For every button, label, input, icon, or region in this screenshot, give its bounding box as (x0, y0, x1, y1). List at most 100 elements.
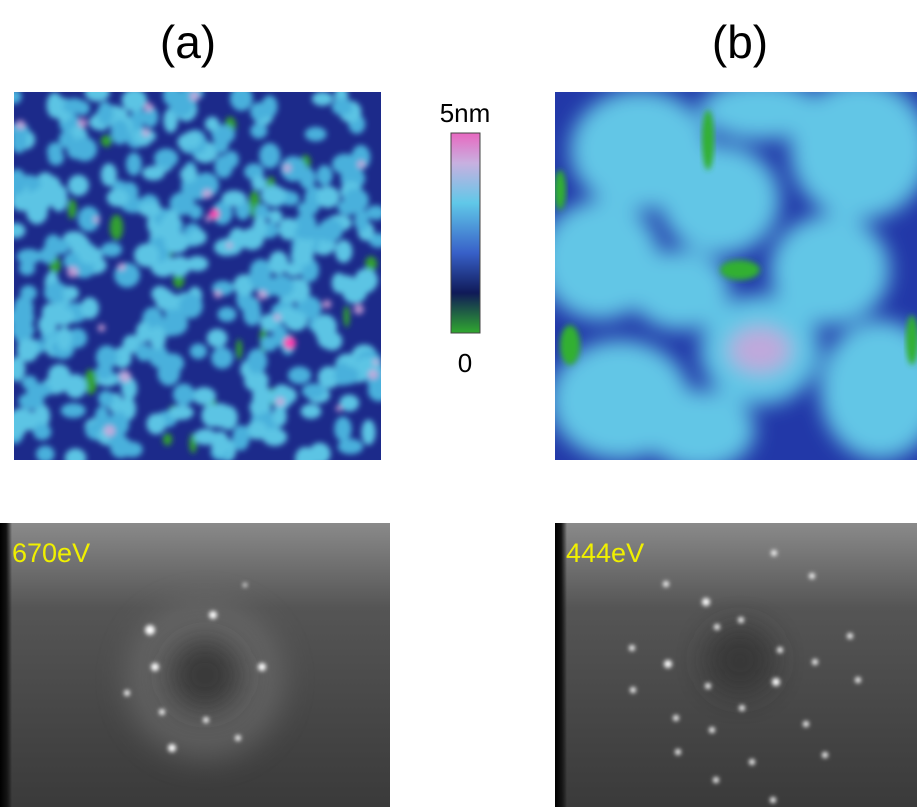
afm-image (3, 84, 393, 471)
texture (236, 339, 242, 360)
color-bar (451, 133, 480, 333)
texture (219, 406, 238, 431)
texture (63, 286, 79, 300)
texture (41, 176, 61, 195)
texture (297, 201, 319, 215)
texture (812, 659, 818, 665)
texture (262, 428, 287, 446)
texture (47, 92, 64, 118)
texture (190, 92, 200, 102)
texture (151, 663, 159, 671)
texture (323, 300, 332, 309)
afm-image (540, 80, 917, 470)
texture (663, 581, 669, 587)
texture (121, 442, 142, 458)
texture (163, 433, 172, 445)
texture (222, 190, 247, 206)
texture (157, 360, 180, 385)
texture (336, 405, 342, 411)
texture (159, 709, 165, 715)
texture (17, 338, 39, 362)
texture (78, 118, 87, 127)
texture (554, 170, 566, 210)
texture (664, 660, 672, 668)
texture (250, 123, 267, 138)
texture (702, 598, 710, 606)
texture (309, 443, 331, 465)
texture (101, 242, 122, 257)
texture (33, 424, 51, 441)
texture (230, 86, 253, 111)
texture (243, 583, 247, 587)
texture (560, 325, 580, 365)
texture (98, 390, 114, 406)
texture (322, 331, 342, 350)
texture (110, 215, 123, 241)
texture (276, 397, 285, 406)
texture (258, 663, 266, 671)
texture (144, 103, 153, 112)
texture (93, 216, 99, 222)
texture (209, 611, 217, 619)
texture (22, 375, 38, 389)
texture (253, 216, 268, 241)
texture (203, 189, 212, 198)
texture (357, 160, 365, 168)
texture (373, 359, 379, 365)
texture (279, 218, 299, 240)
texture (180, 166, 197, 183)
texture (368, 370, 378, 380)
texture (809, 573, 815, 579)
texture (16, 120, 25, 129)
texture (214, 155, 232, 178)
texture (269, 275, 294, 297)
texture (335, 240, 352, 263)
texture (673, 715, 679, 721)
texture (261, 95, 277, 117)
texture (356, 357, 381, 375)
texture (17, 249, 42, 265)
texture (738, 617, 744, 623)
texture (249, 269, 269, 287)
texture (207, 329, 228, 348)
texture (243, 302, 261, 326)
texture (630, 687, 636, 693)
texture (249, 399, 265, 415)
texture (316, 165, 332, 186)
texture (361, 420, 375, 446)
texture (47, 142, 63, 161)
texture (139, 201, 162, 217)
texture (188, 229, 206, 245)
texture (211, 347, 233, 369)
texture (271, 384, 293, 409)
texture (11, 321, 35, 339)
texture (344, 305, 350, 327)
texture (136, 344, 153, 361)
texture (7, 89, 22, 104)
texture (118, 263, 126, 271)
texture (259, 143, 280, 169)
panel-label: (b) (712, 16, 768, 68)
texture (205, 117, 220, 132)
texture (714, 624, 720, 630)
texture (80, 297, 99, 319)
texture (146, 413, 166, 434)
texture (78, 247, 103, 265)
texture (803, 721, 809, 727)
texture (67, 266, 78, 277)
texture (702, 110, 714, 170)
texture (104, 425, 115, 436)
texture (749, 759, 755, 765)
texture (3, 418, 27, 438)
texture (705, 683, 711, 689)
texture (294, 225, 320, 239)
texture (258, 290, 267, 299)
texture (186, 256, 208, 271)
texture (283, 164, 291, 172)
texture (209, 209, 219, 219)
texture (269, 251, 289, 275)
texture (52, 308, 75, 326)
texture (235, 735, 241, 741)
texture (302, 383, 325, 398)
texture (822, 752, 828, 758)
